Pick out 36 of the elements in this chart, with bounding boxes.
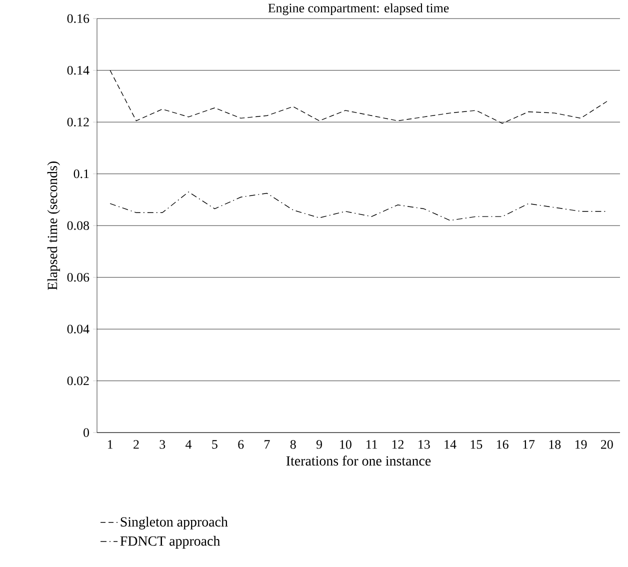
x-tick-label: 20 — [601, 440, 613, 450]
x-tick-label: 1 — [108, 440, 113, 449]
x-tick-label: 18 — [549, 440, 561, 450]
x-tick-label: 14 — [444, 440, 456, 449]
x-tick-label: 12 — [392, 440, 404, 449]
y-tick-label: 0.08 — [67, 221, 90, 230]
x-tick-label: 8 — [290, 440, 296, 450]
x-tick-label: 17 — [523, 440, 535, 449]
line-series — [110, 192, 608, 221]
legend-label: FDNCT approach — [120, 536, 220, 549]
x-tick-label: 3 — [160, 440, 166, 450]
y-tick-label: 0.1 — [74, 170, 89, 178]
line-series — [110, 70, 608, 124]
y-axis-title: Elapsed time (seconds) — [47, 162, 60, 290]
x-tick-label: 6 — [238, 440, 244, 450]
y-tick-label: 0.04 — [67, 324, 90, 334]
x-tick-label: 16 — [497, 440, 508, 450]
x-tick-label: 7 — [264, 440, 270, 449]
x-tick-label: 5 — [212, 440, 218, 449]
y-tick-label: 0.06 — [67, 273, 90, 282]
x-tick-label: 10 — [340, 440, 352, 450]
x-tick-label: 13 — [418, 440, 430, 450]
x-tick-label: 2 — [134, 440, 139, 449]
y-tick-label: 0.14 — [67, 66, 90, 75]
chart-title: Engine compartment: elapsed time — [268, 4, 449, 16]
x-tick-label: 19 — [575, 440, 587, 450]
x-tick-label: 9 — [316, 440, 322, 450]
y-tick-label: 0.02 — [67, 376, 89, 386]
y-tick-label: 0.16 — [67, 14, 90, 24]
x-tick-label: 4 — [186, 440, 192, 449]
x-axis-title: Iterations for one instance — [286, 456, 431, 466]
y-tick-label: 0 — [84, 428, 90, 438]
legend-label: Singleton approach — [120, 516, 228, 530]
y-tick-label: 0.12 — [67, 118, 89, 127]
x-tick-label: 11 — [366, 440, 378, 449]
x-tick-label: 15 — [470, 440, 482, 449]
